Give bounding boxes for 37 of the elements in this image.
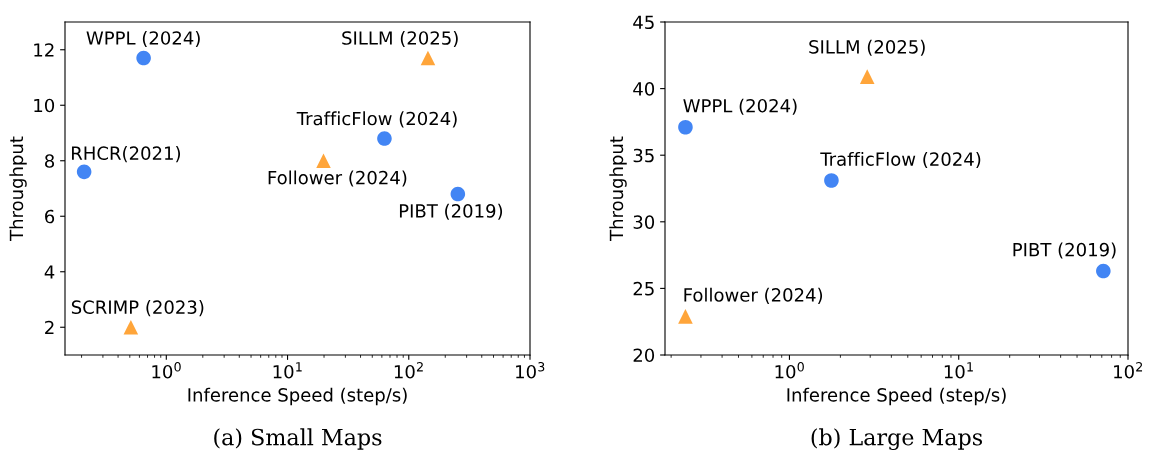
- text: (b) Large Maps: [811, 428, 983, 451]
- x-tick-label: 10$^{2}$: [1114, 362, 1143, 379]
- y-tick-label: 8: [45, 154, 55, 168]
- annotation: PIBT (2019): [399, 203, 503, 220]
- x-tick-label: 10$^{1}$: [273, 362, 302, 379]
- y-tick-label: 40: [633, 82, 655, 96]
- annotation: TrafficFlow (2024): [820, 151, 981, 169]
- y-tick-label: 25: [633, 281, 654, 296]
- text: (a) Small Maps: [214, 428, 382, 450]
- annotation: SILLM (2025): [342, 30, 458, 47]
- y-tick-label: 45: [633, 15, 654, 30]
- x-axis-title: Inference Speed (step/s): [787, 387, 1006, 406]
- y-tick-label: 35: [633, 148, 654, 163]
- annotation: Follower (2024): [684, 287, 823, 304]
- annotation: Follower (2024): [268, 170, 407, 187]
- annotation: RHCR(2021): [72, 146, 181, 163]
- x-tick-label: 10$^{2}$: [394, 362, 423, 379]
- y-tick-label: 30: [633, 215, 655, 229]
- annotation: WPPL (2024): [86, 30, 200, 47]
- annotation: SCRIMP (2023): [71, 300, 204, 317]
- annotation: WPPL (2024): [683, 98, 797, 115]
- x-tick-label: 10$^{3}$: [516, 362, 545, 379]
- y-tick-label: 2: [45, 320, 54, 335]
- y-tick-label: 20: [633, 348, 655, 363]
- annotation: SILLM (2025): [809, 39, 925, 56]
- y-axis-title: Throughput: [9, 136, 27, 241]
- y-axis-title: Throughput: [609, 136, 627, 241]
- x-tick-label: 10$^{1}$: [944, 362, 973, 379]
- x-axis-title: Inference Speed (step/s): [188, 387, 407, 406]
- y-tick-label: 10: [34, 98, 55, 113]
- annotation: TrafficFlow (2024): [296, 111, 457, 128]
- y-tick-label: 4: [44, 265, 55, 279]
- x-tick-label: 10$^{0}$: [775, 362, 804, 379]
- annotation: PIBT (2019): [1013, 242, 1116, 259]
- y-tick-label: 6: [45, 209, 55, 224]
- y-tick-label: 12: [34, 43, 54, 57]
- x-tick-label: 10$^{0}$: [152, 362, 181, 379]
